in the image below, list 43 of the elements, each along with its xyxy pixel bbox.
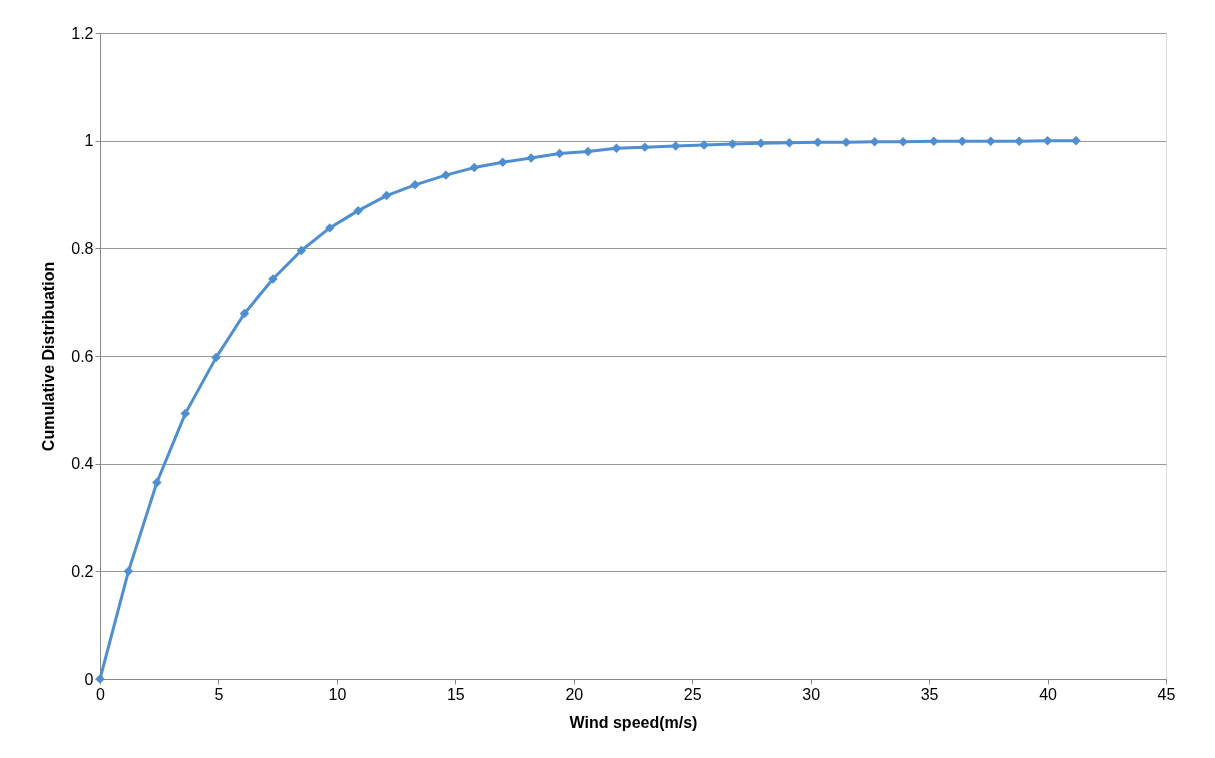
point	[152, 477, 162, 488]
point	[123, 566, 134, 577]
point	[1071, 135, 1081, 146]
y-tick-label: 0.4	[71, 455, 94, 473]
x-tick-label: 10	[328, 685, 347, 703]
x-tick-label: 40	[1039, 685, 1058, 703]
point	[353, 205, 363, 216]
y-tick-label: 0.8	[71, 239, 94, 257]
point	[497, 157, 508, 167]
point	[180, 408, 191, 419]
point	[898, 137, 908, 147]
x-tick-label: 35	[920, 685, 939, 703]
y-tick-label: 0	[84, 670, 94, 688]
x-tick-label: 5	[214, 685, 224, 703]
x-tick-label: 25	[683, 685, 702, 703]
point	[554, 148, 565, 159]
point	[1014, 136, 1024, 146]
point	[583, 146, 593, 157]
x-axis-title: Wind speed(m/s)	[569, 713, 698, 731]
point	[929, 136, 939, 146]
point	[640, 142, 650, 152]
point	[813, 137, 823, 148]
point	[381, 190, 392, 201]
x-tick-label: 20	[565, 685, 584, 703]
point	[841, 137, 851, 148]
x-tick-label: 30	[802, 685, 821, 703]
y-tick-label: 0.2	[71, 562, 94, 580]
y-tick-label: 1.2	[71, 24, 94, 42]
point	[469, 162, 480, 173]
x-tick-label: 45	[1157, 685, 1176, 703]
x-tick-label: 0	[96, 685, 106, 703]
point	[211, 352, 221, 363]
point	[325, 223, 335, 233]
point	[1042, 135, 1053, 146]
y-tick-label: 1	[84, 132, 94, 150]
x-tick-label: 15	[446, 685, 465, 703]
point	[296, 245, 307, 256]
y-tick-label: 0.6	[71, 347, 94, 365]
y-axis-title: Cumulative Distribuation	[40, 261, 58, 452]
point	[239, 308, 250, 319]
point	[611, 143, 622, 153]
point	[441, 170, 451, 180]
point	[756, 138, 766, 149]
